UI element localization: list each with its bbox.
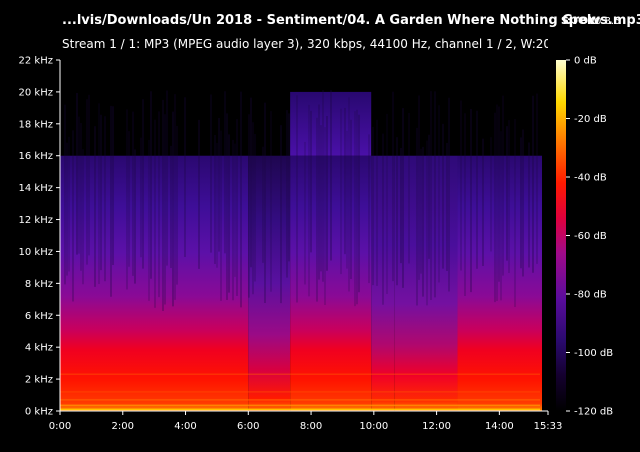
frequency-tick-label: 2 kHz: [25, 375, 53, 386]
spectrum-segment: [394, 155, 458, 411]
spectrogram-plot: [60, 60, 548, 411]
color-scale-label: -60 dB: [574, 231, 607, 242]
frequency-tick-label: 6 kHz: [25, 311, 53, 322]
time-tick-label: 14:00: [485, 421, 514, 432]
frequency-tick-label: 4 kHz: [25, 343, 53, 354]
time-tick-label: 8:00: [300, 421, 322, 432]
file-title: ...lvis/Downloads/Un 2018 - Sentiment/04…: [62, 13, 640, 28]
app-version: 0.8.5: [595, 16, 621, 27]
color-scale-label: -80 dB: [574, 290, 607, 301]
frequency-tick-label: 0 kHz: [25, 407, 53, 418]
spectrum-segment: [248, 155, 291, 411]
frequency-tick-label: 14 kHz: [19, 183, 53, 194]
color-scale-label: -120 dB: [574, 407, 613, 418]
stream-info: Stream 1 / 1: MP3 (MPEG audio layer 3), …: [62, 37, 548, 51]
frequency-axis: 0 kHz 2 kHz 4 kHz 6 kHz 8 kHz 10 kHz 12 kHz 14 …: [19, 56, 61, 418]
time-tick-label: 15:33: [534, 421, 563, 432]
time-tick-label: 6:00: [237, 421, 259, 432]
frequency-tick-label: 16 kHz: [19, 151, 53, 162]
color-scale-label: -20 dB: [574, 114, 607, 125]
color-scale-label: -100 dB: [574, 348, 613, 359]
frequency-tick-label: 18 kHz: [19, 119, 53, 130]
spectrum-segment: [60, 155, 249, 411]
color-scale-label: -40 dB: [574, 173, 607, 184]
color-scale: 0 dB -20 dB -40 dB -60 dB -80 dB -100 dB -120 …: [556, 56, 613, 418]
time-axis: 0:00 2:00 4:00 6:00 8:00 10:00 12:00 14:00 15:33: [49, 410, 563, 432]
time-tick-label: 10:00: [359, 421, 388, 432]
time-tick-label: 12:00: [422, 421, 451, 432]
frequency-tick-label: 8 kHz: [25, 279, 53, 290]
spectrum-tail: [542, 60, 548, 411]
color-scale-bar: [556, 60, 566, 411]
frequency-tick-label: 10 kHz: [19, 247, 53, 258]
frequency-tick-label: 12 kHz: [19, 215, 53, 226]
time-tick-label: 4:00: [174, 421, 196, 432]
time-tick-label: 2:00: [112, 421, 134, 432]
frequency-tick-label: 20 kHz: [19, 87, 53, 98]
time-tick-label: 0:00: [49, 421, 71, 432]
frequency-tick-label: 22 kHz: [19, 56, 53, 67]
app-name: spek: [561, 13, 596, 28]
spectrum-segment: [371, 155, 395, 411]
color-scale-label: 0 dB: [574, 56, 597, 67]
